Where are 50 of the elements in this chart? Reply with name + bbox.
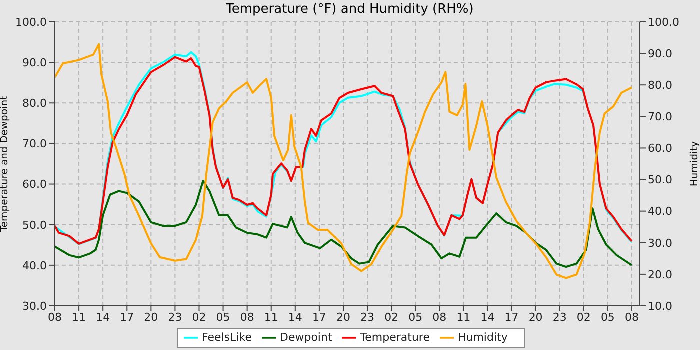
x-tick-label: 11 bbox=[72, 310, 86, 324]
y2-tick-label: 80.0 bbox=[648, 79, 672, 92]
y-tick-label: 40.0 bbox=[22, 259, 47, 272]
y-axis-title: Temperature and Dewpoint bbox=[0, 96, 11, 234]
x-tick-label: 14 bbox=[288, 310, 302, 324]
y-tick-label: 70.0 bbox=[22, 138, 47, 151]
legend-label: FeelsLike bbox=[202, 331, 252, 344]
x-tick-label: 08 bbox=[432, 310, 447, 324]
y2-tick-label: 10.0 bbox=[648, 300, 672, 313]
y2-tick-label: 20.0 bbox=[648, 268, 672, 282]
y-tick-label: 80.0 bbox=[22, 97, 47, 110]
y2-tick-label: 50.0 bbox=[648, 174, 672, 187]
y-tick-label: 50.0 bbox=[22, 218, 47, 232]
x-tick-label: 20 bbox=[144, 310, 158, 324]
x-tick-label: 23 bbox=[552, 310, 567, 324]
y2-tick-label: 90.0 bbox=[648, 47, 672, 60]
x-tick-label: 08 bbox=[624, 310, 639, 324]
y2-tick-label: 60.0 bbox=[648, 142, 672, 156]
x-tick-label: 02 bbox=[192, 310, 206, 324]
x-tick-label: 05 bbox=[216, 310, 230, 324]
y2-tick-label: 70.0 bbox=[648, 110, 672, 124]
x-tick-label: 23 bbox=[360, 310, 375, 324]
x-tick-label: 17 bbox=[312, 310, 326, 324]
y2-tick-label: 40.0 bbox=[648, 205, 672, 218]
y2-tick-label: 30.0 bbox=[648, 236, 672, 250]
x-tick-label: 08 bbox=[48, 310, 62, 324]
legend-label: Temperature bbox=[360, 331, 430, 344]
x-tick-label: 17 bbox=[120, 310, 134, 324]
chart-title: Temperature (°F) and Humidity (RH%) bbox=[225, 2, 475, 17]
y2-tick-label: 100.0 bbox=[648, 16, 680, 29]
x-tick-label: 17 bbox=[504, 310, 519, 324]
y-tick-label: 100.0 bbox=[16, 16, 47, 29]
x-tick-label: 11 bbox=[264, 310, 278, 324]
legend-label: Dewpoint bbox=[280, 331, 332, 344]
x-tick-label: 05 bbox=[600, 310, 615, 324]
x-tick-label: 20 bbox=[336, 310, 350, 324]
x-tick-label: 20 bbox=[528, 310, 543, 324]
x-tick-label: 14 bbox=[480, 310, 495, 324]
x-tick-label: 02 bbox=[384, 310, 399, 324]
y-tick-label: 30.0 bbox=[22, 300, 47, 313]
x-tick-label: 08 bbox=[240, 310, 254, 324]
x-tick-label: 11 bbox=[456, 310, 471, 324]
x-tick-label: 05 bbox=[408, 310, 423, 324]
y-tick-label: 60.0 bbox=[22, 178, 47, 192]
x-tick-label: 14 bbox=[96, 310, 110, 324]
y2-axis-title: Humidity bbox=[690, 141, 700, 187]
x-tick-label: 23 bbox=[168, 310, 182, 324]
x-tick-label: 02 bbox=[576, 310, 591, 324]
y-tick-label: 90.0 bbox=[22, 56, 47, 70]
legend-label: Humidity bbox=[458, 331, 508, 344]
